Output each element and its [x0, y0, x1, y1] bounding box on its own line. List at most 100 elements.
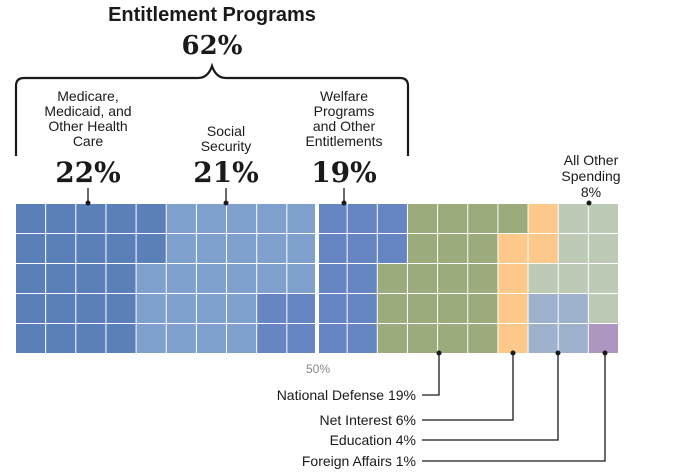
- waffle-cell: [377, 264, 407, 293]
- waffle-cell: [196, 264, 227, 293]
- waffle-cell: [407, 264, 438, 293]
- waffle-cell: [317, 294, 347, 323]
- waffle-cell: [468, 294, 498, 323]
- waffle-cell: [257, 294, 287, 323]
- waffle-cell: [347, 234, 377, 263]
- category-name-line: Programs: [314, 103, 375, 119]
- waffle-cell: [347, 324, 377, 353]
- category-name-line: and Other: [313, 118, 376, 134]
- category-name-line: Other Health: [48, 118, 127, 134]
- category-name-line: Spending: [561, 168, 620, 184]
- waffle-cell: [257, 264, 287, 293]
- waffle-cell: [136, 294, 166, 323]
- waffle-cell: [106, 324, 136, 353]
- waffle-cell: [317, 204, 347, 233]
- waffle-cell: [558, 324, 588, 353]
- leader-foreign-affairs: Foreign Affairs 1%: [302, 350, 608, 469]
- waffle-cell: [16, 294, 46, 323]
- waffle-cell: [498, 204, 528, 233]
- waffle-cell: [46, 204, 76, 233]
- waffle-cell: [407, 294, 438, 323]
- leader-line: [422, 353, 606, 462]
- waffle-cell: [287, 234, 317, 263]
- waffle-cell: [317, 234, 347, 263]
- leader-label: Net Interest 6%: [320, 412, 417, 428]
- category-name-line: Entitlements: [305, 133, 382, 149]
- waffle-cell: [407, 204, 438, 233]
- waffle-cell: [166, 294, 196, 323]
- waffle-cell: [46, 294, 76, 323]
- waffle-cell: [438, 324, 468, 353]
- waffle-cell: [257, 324, 287, 353]
- label-dot: [85, 200, 91, 206]
- leader-education: Education 4%: [330, 350, 561, 448]
- category-name-line: Medicare,: [57, 88, 118, 104]
- waffle-cell: [227, 294, 257, 323]
- waffle-cell: [16, 204, 46, 233]
- leader-label: Education 4%: [330, 432, 416, 448]
- label-dot: [341, 200, 347, 206]
- waffle-cell: [106, 264, 136, 293]
- waffle-cell: [347, 204, 377, 233]
- waffle-cell: [136, 264, 166, 293]
- category-percent: 21%: [193, 156, 259, 189]
- waffle-cell: [166, 204, 196, 233]
- entitlement-total-label: 62%: [182, 31, 243, 61]
- waffle-cell: [227, 264, 257, 293]
- waffle-cell: [468, 264, 498, 293]
- waffle-cell: [166, 264, 196, 293]
- waffle-cell: [498, 294, 528, 323]
- waffle-cell: [136, 234, 166, 263]
- category-name-line: Security: [201, 138, 252, 154]
- waffle-cell: [468, 324, 498, 353]
- waffle-cell: [287, 204, 317, 233]
- waffle-cell: [347, 264, 377, 293]
- leader-line: [422, 353, 440, 396]
- waffle-cell: [588, 294, 618, 323]
- waffle-cell: [76, 264, 106, 293]
- waffle-cell: [76, 204, 106, 233]
- waffle-cell: [106, 204, 136, 233]
- waffle-cell: [588, 204, 618, 233]
- waffle-cell: [498, 264, 528, 293]
- waffle-cell: [588, 324, 618, 353]
- waffle-cell: [528, 294, 558, 323]
- waffle-cell: [438, 294, 468, 323]
- cells-welfare-programs-and-other-entitlements: [257, 204, 407, 353]
- waffle-cell: [166, 324, 196, 353]
- waffle-cell: [317, 264, 347, 293]
- waffle-cell: [498, 324, 528, 353]
- waffle-cell: [227, 204, 257, 233]
- chart-title: Entitlement Programs: [108, 4, 316, 26]
- category-percent: 19%: [311, 156, 377, 189]
- waffle-cell: [528, 264, 558, 293]
- leader-label: Foreign Affairs 1%: [302, 453, 416, 469]
- category-percent: 22%: [55, 156, 121, 189]
- waffle-cell: [196, 294, 227, 323]
- cells-net-interest: [498, 204, 558, 353]
- waffle-cell: [106, 294, 136, 323]
- waffle-cell: [377, 234, 407, 263]
- bracket-path: [14, 62, 410, 156]
- waffle-cell: [407, 324, 438, 353]
- waffle-cell: [46, 264, 76, 293]
- waffle-cell: [558, 264, 588, 293]
- label-dot: [586, 200, 592, 206]
- cells-national-defense: [377, 204, 528, 353]
- waffle-cell: [558, 204, 588, 233]
- waffle-cell: [227, 234, 257, 263]
- waffle-cell: [16, 324, 46, 353]
- waffle-cell: [558, 234, 588, 263]
- waffle-cell: [407, 234, 438, 263]
- waffle-cell: [528, 324, 558, 353]
- waffle-cell: [196, 234, 227, 263]
- waffle-cell: [588, 234, 618, 263]
- cells-all-other-spending: [528, 204, 618, 323]
- waffle-cell: [377, 294, 407, 323]
- waffle-cell: [257, 204, 287, 233]
